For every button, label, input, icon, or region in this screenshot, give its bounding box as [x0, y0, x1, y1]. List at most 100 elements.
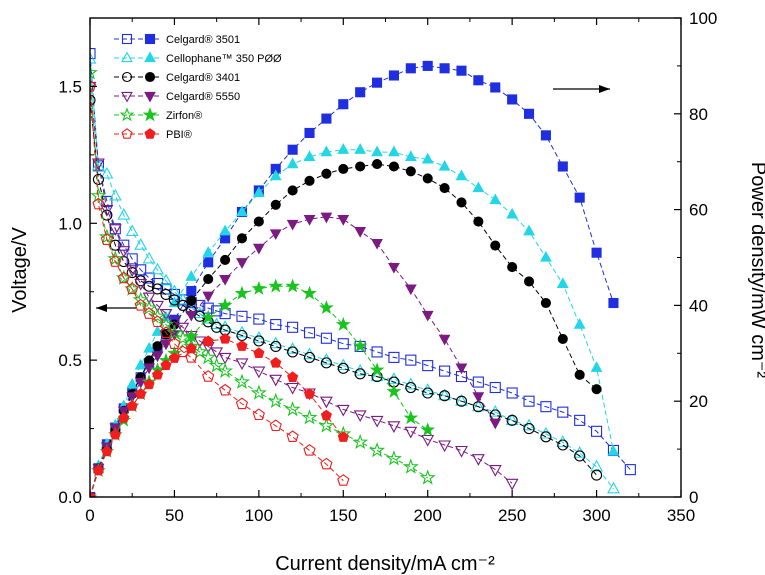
series-3-voltage-point-22 — [319, 396, 333, 409]
series-1-power-point-24 — [404, 150, 417, 162]
series-3-voltage-line — [90, 86, 513, 484]
series-0-voltage-point-23 — [337, 338, 349, 350]
legend-label-4: Zirfon® — [166, 110, 202, 122]
series-2-power-point-21 — [355, 161, 366, 172]
series-3-power-point-27 — [455, 363, 468, 375]
series-4-power-point-18 — [302, 285, 317, 300]
series-1-power-point-17 — [286, 157, 299, 169]
y-left-axis-title: Voltage/V — [9, 227, 31, 313]
series-4-power-point-13 — [217, 297, 233, 312]
legend-filled-marker-0 — [144, 33, 156, 45]
series-1-power-point-5 — [126, 377, 139, 389]
x-tick-label-2: 100 — [245, 506, 273, 525]
series-3-power-point-21 — [354, 227, 367, 238]
series-3-voltage-point-1 — [91, 158, 105, 171]
x-tick-label-7: 350 — [667, 506, 695, 525]
series-3-voltage-point-20 — [286, 382, 300, 395]
series-5-voltage-point-12 — [185, 351, 198, 363]
series-5-power-point-5 — [126, 400, 138, 411]
series-5-power-point-16 — [270, 357, 282, 368]
series-0-power-point-12 — [203, 257, 214, 268]
series-3-power-point-15 — [252, 243, 265, 255]
series-0-power-point-34 — [574, 192, 585, 203]
series-3-voltage-point-27 — [404, 426, 418, 439]
series-2-voltage-point-35 — [540, 431, 552, 443]
series-2-power-point-8 — [152, 341, 163, 352]
series-2-voltage-point-20 — [287, 346, 299, 358]
series-3-voltage-point-32 — [488, 465, 502, 477]
series-5-power-point-0 — [90, 491, 96, 497]
series-0-power-point-27 — [456, 65, 467, 76]
series-1-voltage-point-4 — [117, 207, 131, 220]
x-axis-title: Current density/mA cm⁻² — [275, 553, 495, 575]
series-2-voltage-point-15 — [211, 321, 223, 333]
series-4-voltage-point-16 — [217, 362, 234, 378]
series-1-voltage-point-25 — [370, 369, 384, 382]
series-4-voltage-point-25 — [369, 442, 386, 458]
series-5-voltage-point-1 — [92, 197, 105, 210]
series-0-voltage-point-33 — [506, 387, 518, 399]
series-5-voltage-point-6 — [134, 298, 147, 311]
series-0-voltage-point-25 — [371, 346, 383, 358]
series-2-power-point-34 — [574, 369, 585, 380]
series-3-power-point-14 — [236, 258, 248, 269]
series-4-voltage-point-15 — [208, 357, 225, 373]
y-right-tick-label-5: 100 — [689, 9, 717, 28]
x-tick-label-0: 0 — [85, 506, 94, 525]
y-right-axis-title: Power density/mW cm⁻² — [747, 162, 765, 378]
series-1-voltage-point-7 — [142, 251, 156, 264]
series-1-power-point-23 — [388, 145, 400, 157]
series-2-voltage-point-34 — [523, 423, 535, 435]
series-1-power-point-29 — [489, 193, 502, 205]
series-3-power-point-8 — [151, 351, 164, 363]
series-3-power-point-26 — [438, 334, 451, 346]
series-4-voltage-point-18 — [250, 384, 267, 400]
series-3-power-point-11 — [185, 310, 198, 322]
series-3-voltage-point-31 — [471, 454, 485, 466]
series-3-voltage-point-6 — [134, 278, 148, 291]
series-3-voltage-point-23 — [336, 404, 350, 417]
series-0-voltage-point-19 — [270, 319, 282, 331]
series-2-power-point-22 — [372, 159, 383, 170]
series-4-power-point-24 — [403, 410, 419, 425]
series-2-voltage-point-27 — [405, 381, 417, 394]
series-1-voltage-point-39 — [607, 481, 620, 494]
series-1-voltage-point-30 — [455, 394, 468, 406]
series-4-voltage-point-6 — [132, 291, 149, 307]
series-3-power-point-25 — [421, 310, 434, 322]
series-0-power-point-36 — [608, 297, 619, 309]
series-5-power-point-20 — [337, 431, 349, 442]
series-3-power-point-18 — [303, 215, 316, 226]
series-5-power-point-1 — [92, 464, 105, 476]
series-2-voltage-point-18 — [253, 335, 265, 347]
series-3-power-point-24 — [404, 284, 417, 296]
series-4-power-point-23 — [386, 383, 402, 398]
series-5-power-point-12 — [202, 335, 214, 347]
series-1-power-point-13 — [219, 224, 231, 236]
x-tick-label-4: 200 — [414, 506, 442, 525]
series-0-voltage-point-28 — [422, 360, 434, 372]
series-1-power-point-18 — [303, 150, 316, 162]
series-5-voltage-point-13 — [202, 370, 215, 382]
series-0-voltage-point-37 — [574, 414, 586, 426]
series-5-voltage-point-16 — [252, 408, 265, 421]
series-0-power-point-11 — [186, 285, 197, 297]
x-tick-label-1: 50 — [165, 506, 184, 525]
series-1-power-point-19 — [320, 145, 333, 157]
series-4-power-point-22 — [369, 362, 385, 377]
series-1-power-point-28 — [472, 181, 485, 193]
series-4-power-point-12 — [200, 309, 216, 324]
series-0-power-point-24 — [405, 63, 416, 74]
legend-open-marker-3 — [121, 91, 133, 103]
legend-label-0: Celgard® 3501 — [166, 34, 240, 46]
series-4-power-point-16 — [268, 278, 284, 293]
series-0-voltage-point-32 — [489, 381, 501, 394]
series-5-power-point-2 — [101, 445, 113, 457]
series-3-voltage-point-24 — [353, 410, 367, 423]
series-1-voltage-point-10 — [167, 284, 181, 297]
series-5-voltage-point-0 — [90, 80, 97, 92]
series-3-power-point-19 — [320, 212, 333, 224]
legend-open-marker-1 — [121, 51, 133, 63]
series-0-voltage-point-15 — [211, 305, 223, 317]
